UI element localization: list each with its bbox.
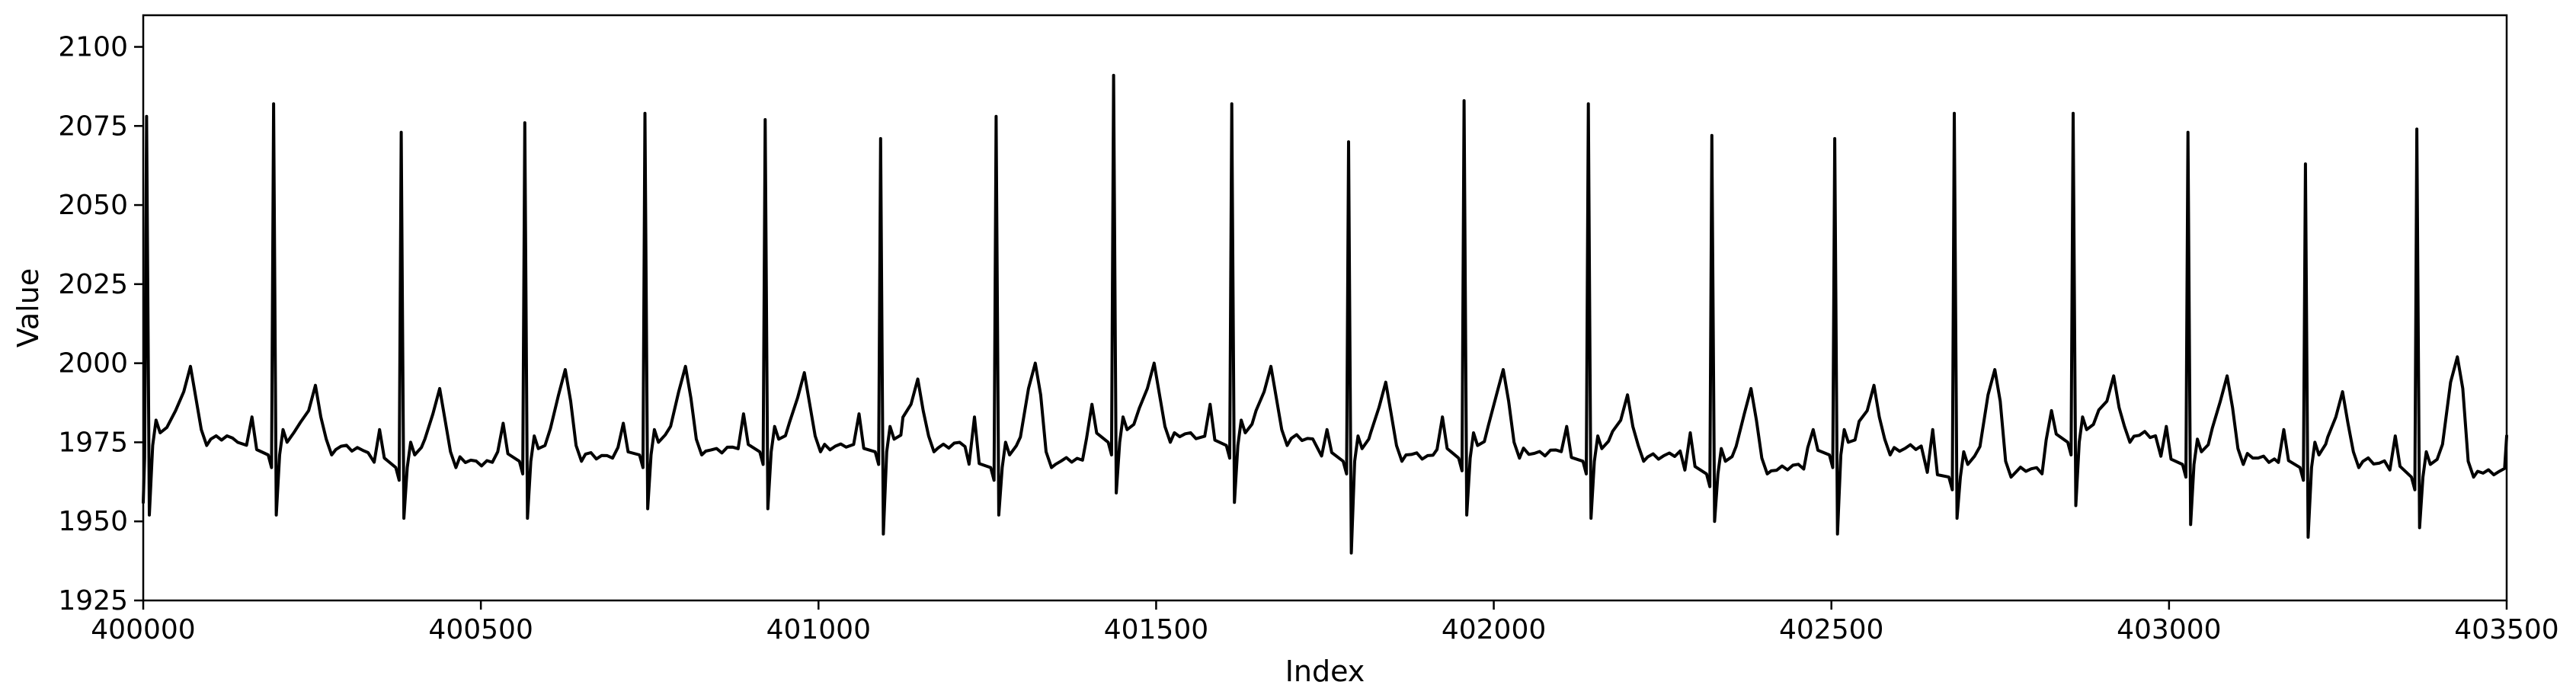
- x-tick-label: 403500: [2454, 614, 2558, 645]
- x-axis-ticks: 400000 400500 401000 401500 402000 402500 4030…: [91, 600, 2559, 645]
- x-tick-label: 403000: [2117, 614, 2221, 645]
- axes-frame: [142, 14, 2508, 602]
- x-tick-label: 400500: [428, 614, 533, 645]
- y-tick-label: 1975: [58, 427, 128, 458]
- y-tick-label: 2025: [58, 269, 128, 300]
- y-tick-label: 1925: [58, 585, 128, 616]
- y-tick-label: 2075: [58, 110, 128, 142]
- y-tick-label: 2100: [58, 32, 128, 63]
- y-tick-label: 2050: [58, 190, 128, 221]
- y-tick-label: 2000: [58, 348, 128, 379]
- x-tick-label: 402500: [1779, 614, 1883, 645]
- x-tick-label: 401500: [1104, 614, 1208, 645]
- y-axis-ticks: 1925 1950 1975 2000 2025 2050 2075 2100: [58, 32, 143, 616]
- x-tick-label: 401000: [766, 614, 871, 645]
- x-axis-label: Index: [1285, 655, 1365, 688]
- series-line: [142, 73, 2508, 555]
- x-tick-label: 402000: [1442, 614, 1546, 645]
- x-tick-label: 400000: [91, 614, 195, 645]
- plot-area: [142, 73, 2508, 555]
- y-axis-label: Value: [11, 268, 45, 347]
- y-tick-label: 1950: [58, 506, 128, 537]
